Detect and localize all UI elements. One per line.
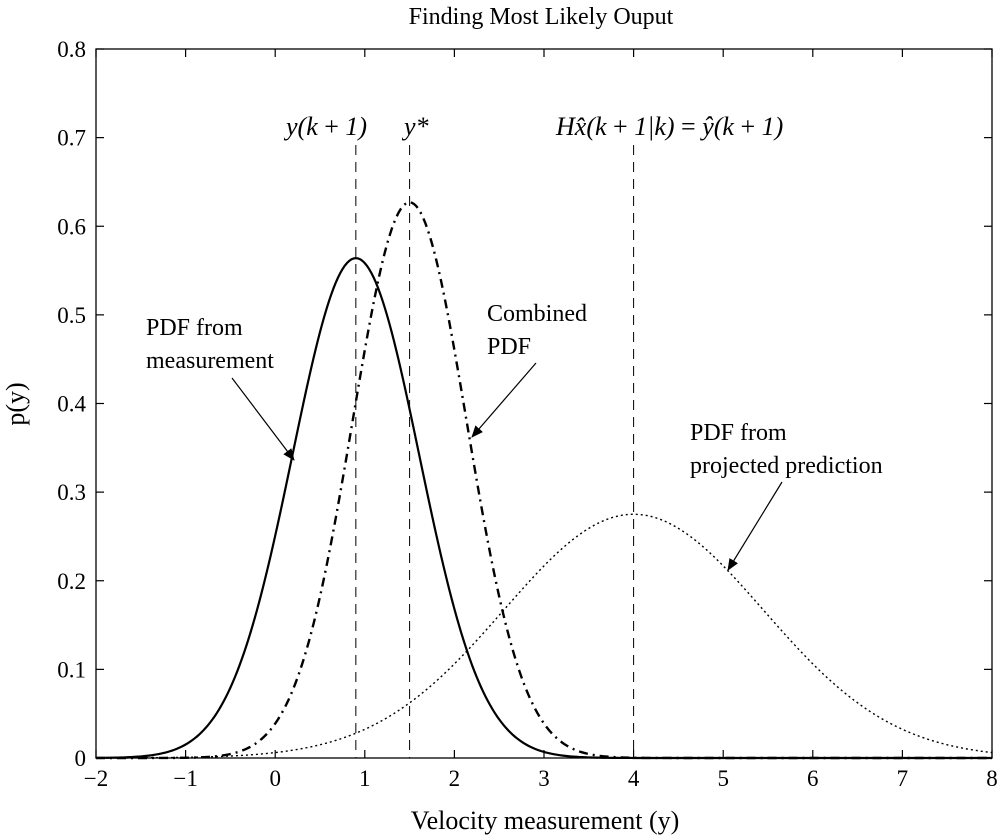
x-axis-label: Velocity measurement (y) [411, 806, 680, 835]
annotation-prediction-line1: PDF from [690, 420, 787, 446]
y-tick-label: 0.7 [57, 126, 86, 151]
vertical-guides [355, 145, 635, 758]
series-group [95, 201, 993, 760]
y-tick-label: 0.8 [57, 37, 86, 62]
y-axis-label: p(y) [1, 382, 30, 425]
annotation-measurement-line2: measurement [146, 348, 274, 374]
annotation-combined-arrow [471, 362, 537, 438]
y-tick-label: 0.1 [57, 657, 86, 682]
x-tick-label: 0 [269, 766, 281, 791]
y-tick-label: 0 [75, 746, 87, 771]
x-tick-label: 4 [628, 766, 640, 791]
annotation-measurement-arrow [231, 377, 295, 461]
annotation-prediction-line2: projected prediction [690, 453, 883, 479]
x-tick-label: 3 [538, 766, 550, 791]
x-tick-label: 2 [449, 766, 461, 791]
y-tick-label: 0.4 [57, 392, 86, 417]
annotation-prediction-arrow [727, 481, 783, 571]
annotation-measurement-line1: PDF from [146, 315, 243, 341]
annotation-combined-line1: Combined [487, 301, 587, 327]
y-tick-label: 0.6 [57, 214, 86, 239]
tick-group: −2 −1 0 1 2 3 4 5 6 7 8 0 0.1 0.2 0.3 0.4 0.5 0.6 0.7 0.8 [57, 37, 998, 791]
annotation-combined-line2: PDF [487, 334, 531, 360]
y-tick-label: 0.3 [57, 480, 86, 505]
vline-label-ystar: y* [401, 112, 429, 141]
y-tick-label: 0.2 [57, 569, 86, 594]
x-tick-label: 6 [807, 766, 819, 791]
x-tick-label: 5 [717, 766, 729, 791]
vline-label-y-k1: y(k + 1) [283, 112, 367, 141]
x-tick-label: 7 [897, 766, 909, 791]
y-tick-label: 0.5 [57, 303, 86, 328]
x-tick-label: 1 [359, 766, 371, 791]
plot-frame [95, 48, 993, 759]
chart-title: Finding Most Likely Ouput [409, 4, 674, 30]
vline-label-prediction: Hx̂(k + 1|k) = ŷ(k + 1) [555, 112, 783, 141]
x-tick-label: 8 [986, 766, 998, 791]
x-tick-label: −1 [173, 766, 197, 791]
x-tick-label: −2 [84, 766, 108, 791]
series-dotted [96, 513, 993, 759]
series-dashdot [96, 201, 992, 760]
